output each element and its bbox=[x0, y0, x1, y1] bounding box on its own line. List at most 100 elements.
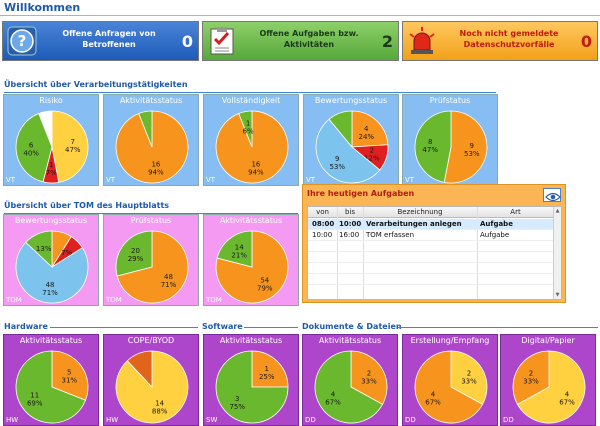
col-art[interactable]: Art bbox=[510, 208, 521, 216]
scroll-up-icon[interactable]: ▲ bbox=[555, 208, 560, 214]
pie-slice[interactable] bbox=[443, 110, 488, 184]
tasks-table-header: von bis Bezeichnung Art bbox=[308, 207, 554, 218]
slice-percent-label: 33% bbox=[361, 377, 377, 385]
slice-count-label: 14 bbox=[235, 244, 244, 252]
open-requests-label: Offene Anfragen von Betroffenen bbox=[62, 29, 156, 49]
pie-slice[interactable] bbox=[138, 110, 153, 148]
pie-slice[interactable] bbox=[414, 110, 452, 183]
chart-title: Aktivitätsstatus bbox=[219, 336, 283, 345]
slice-percent-label: 67% bbox=[425, 399, 441, 407]
pie-slice[interactable] bbox=[15, 350, 86, 424]
section-dd-title: Dokumente & Dateien bbox=[302, 322, 402, 331]
slice-count-label: 4 bbox=[331, 391, 336, 399]
scroll-down-icon[interactable]: ▼ bbox=[555, 292, 560, 298]
slice-count-label: 1 bbox=[49, 161, 53, 169]
svg-text:?: ? bbox=[18, 32, 27, 50]
pie-slice[interactable] bbox=[414, 350, 484, 424]
pie-slice[interactable] bbox=[15, 113, 53, 183]
chart-tag: TOM bbox=[6, 296, 22, 304]
section-sw-divider bbox=[244, 327, 298, 328]
chart-sw-aktivitaetsstatus[interactable]: Aktivitätsstatus SW 1 25% 3 75% bbox=[203, 334, 299, 426]
chart-dd-erstellung-empfang[interactable]: Erstellung/Empfang DD 2 33% 4 67% bbox=[402, 334, 498, 426]
pie-chart: 747% 17% 640% bbox=[15, 110, 89, 184]
pie-slice[interactable] bbox=[126, 350, 153, 389]
open-requests-count: 0 bbox=[181, 32, 193, 51]
col-bezeichnung[interactable]: Bezeichnung bbox=[397, 208, 443, 216]
slice-count-label: 48 bbox=[46, 281, 55, 289]
slice-percent-label: 47% bbox=[65, 146, 81, 154]
section-vt-divider bbox=[4, 92, 496, 93]
chart-tom-pruefstatus[interactable]: Prüfstatus TOM 48 71% 20 29% bbox=[103, 214, 199, 306]
pie-slice[interactable] bbox=[351, 110, 389, 148]
pie-slice[interactable] bbox=[215, 230, 289, 304]
eye-icon bbox=[545, 192, 561, 202]
chart-tom-bewertungsstatus[interactable]: Bewertungsstatus TOM 7% 48 71% 13% bbox=[3, 214, 99, 306]
pie-slice[interactable] bbox=[215, 350, 289, 424]
pie-slice[interactable] bbox=[516, 350, 586, 424]
chart-vt-aktivitaetsstatus[interactable]: Aktivitätsstatus VT 16 94% bbox=[103, 94, 199, 186]
slice-count-label: 16 bbox=[251, 161, 260, 169]
chart-dd-digital-papier[interactable]: Digital/Papier DD 4 67% 2 33% bbox=[500, 334, 596, 426]
view-button[interactable] bbox=[543, 188, 561, 202]
pie-slice[interactable] bbox=[314, 350, 384, 424]
privacy-incidents-banner[interactable]: Noch nicht gemeldete Datenschutzvorfälle… bbox=[402, 21, 598, 61]
pie-slice[interactable] bbox=[15, 241, 89, 304]
col-von[interactable]: von bbox=[316, 208, 329, 216]
open-requests-banner[interactable]: ? Offene Anfragen von Betroffenen 0 bbox=[2, 21, 199, 61]
pie-slice[interactable] bbox=[51, 350, 89, 401]
slice-count-label: 9 bbox=[335, 155, 339, 163]
pie-slice[interactable] bbox=[251, 350, 289, 388]
pie-slice[interactable] bbox=[115, 230, 153, 277]
pie-slice[interactable] bbox=[350, 350, 388, 405]
pie-slice[interactable] bbox=[512, 350, 550, 405]
pie-slice[interactable] bbox=[25, 230, 53, 268]
section-sw-title: Software bbox=[202, 322, 243, 331]
slice-count-label: 16 bbox=[151, 161, 160, 169]
pie-slice[interactable] bbox=[238, 110, 253, 148]
chart-tom-aktivitaetsstatus[interactable]: Aktivitätsstatus TOM 54 79% 14 21% bbox=[203, 214, 299, 306]
chart-title: Aktivitätsstatus bbox=[119, 96, 183, 105]
pie-slice[interactable] bbox=[116, 230, 189, 304]
table-row[interactable]: 10:00 16:00 TOM erfassen Aufgabe bbox=[308, 230, 554, 241]
pie-chart: 233% 467% bbox=[314, 350, 388, 424]
alarm-light-icon bbox=[409, 27, 435, 54]
row-art: Aufgabe bbox=[480, 231, 510, 239]
tasks-table: von bis Bezeichnung Art 08:00 10:00 Vera… bbox=[307, 206, 562, 300]
pie-chart: 953% 847% bbox=[414, 110, 488, 184]
tasks-scrollbar[interactable]: ▲ ▼ bbox=[553, 207, 561, 299]
chart-vt-pruefstatus[interactable]: Prüfstatus VT 9 53% 8 47% bbox=[402, 94, 498, 186]
pie-slice[interactable] bbox=[328, 110, 353, 149]
col-bis[interactable]: bis bbox=[344, 208, 356, 216]
chart-vt-bewertungsstatus[interactable]: Bewertungsstatus VT 4 24% 2 12% 9 53% bbox=[303, 94, 399, 186]
table-row[interactable]: 08:00 10:00 Verarbeitungen anlegen Aufga… bbox=[308, 219, 554, 230]
chart-hw-aktivitaetsstatus[interactable]: Aktivitätsstatus HW 5 31% 11 69% bbox=[3, 334, 99, 426]
chart-vt-risiko[interactable]: Risiko VT 7 47% 1 7% 6 40% bbox=[3, 94, 99, 186]
pie-slice[interactable] bbox=[38, 110, 53, 148]
slice-count-label: 1 bbox=[265, 365, 269, 373]
pie-slice[interactable] bbox=[216, 230, 253, 268]
row-von: 10:00 bbox=[312, 231, 333, 239]
pie-slice[interactable] bbox=[51, 110, 89, 183]
pie-chart: 125% 375% bbox=[215, 350, 289, 424]
col-divider bbox=[337, 207, 338, 299]
chart-dd-aktivitaetsstatus[interactable]: Aktivitätsstatus DD 2 33% 4 67% bbox=[302, 334, 398, 426]
chart-title: Aktivitätsstatus bbox=[219, 216, 283, 225]
section-tom-title: Übersicht über TOM des Hauptblatts bbox=[4, 201, 170, 210]
row-bis: 10:00 bbox=[339, 220, 362, 228]
slice-percent-label: 21% bbox=[231, 252, 247, 260]
slice-percent-label: 88% bbox=[152, 407, 168, 415]
chart-title: Bewertungsstatus bbox=[14, 216, 88, 225]
chart-vt-vollstaendigkeit[interactable]: Vollständigkeit VT 16 94% 1 6% bbox=[203, 94, 299, 186]
chart-hw-cope-byod[interactable]: COPE/BYOD HW 14 88% bbox=[103, 334, 199, 426]
pie-slice[interactable] bbox=[450, 350, 488, 405]
row-art: Aufgabe bbox=[480, 220, 513, 228]
slice-count-label: 6 bbox=[29, 141, 34, 149]
slice-count-label: 1 bbox=[246, 119, 250, 127]
pie-slice[interactable] bbox=[315, 118, 381, 184]
section-tom-divider bbox=[4, 213, 298, 214]
open-tasks-count: 2 bbox=[381, 32, 393, 51]
open-tasks-banner[interactable]: Offene Aufgaben bzw. Aktivitäten 2 bbox=[202, 21, 399, 61]
